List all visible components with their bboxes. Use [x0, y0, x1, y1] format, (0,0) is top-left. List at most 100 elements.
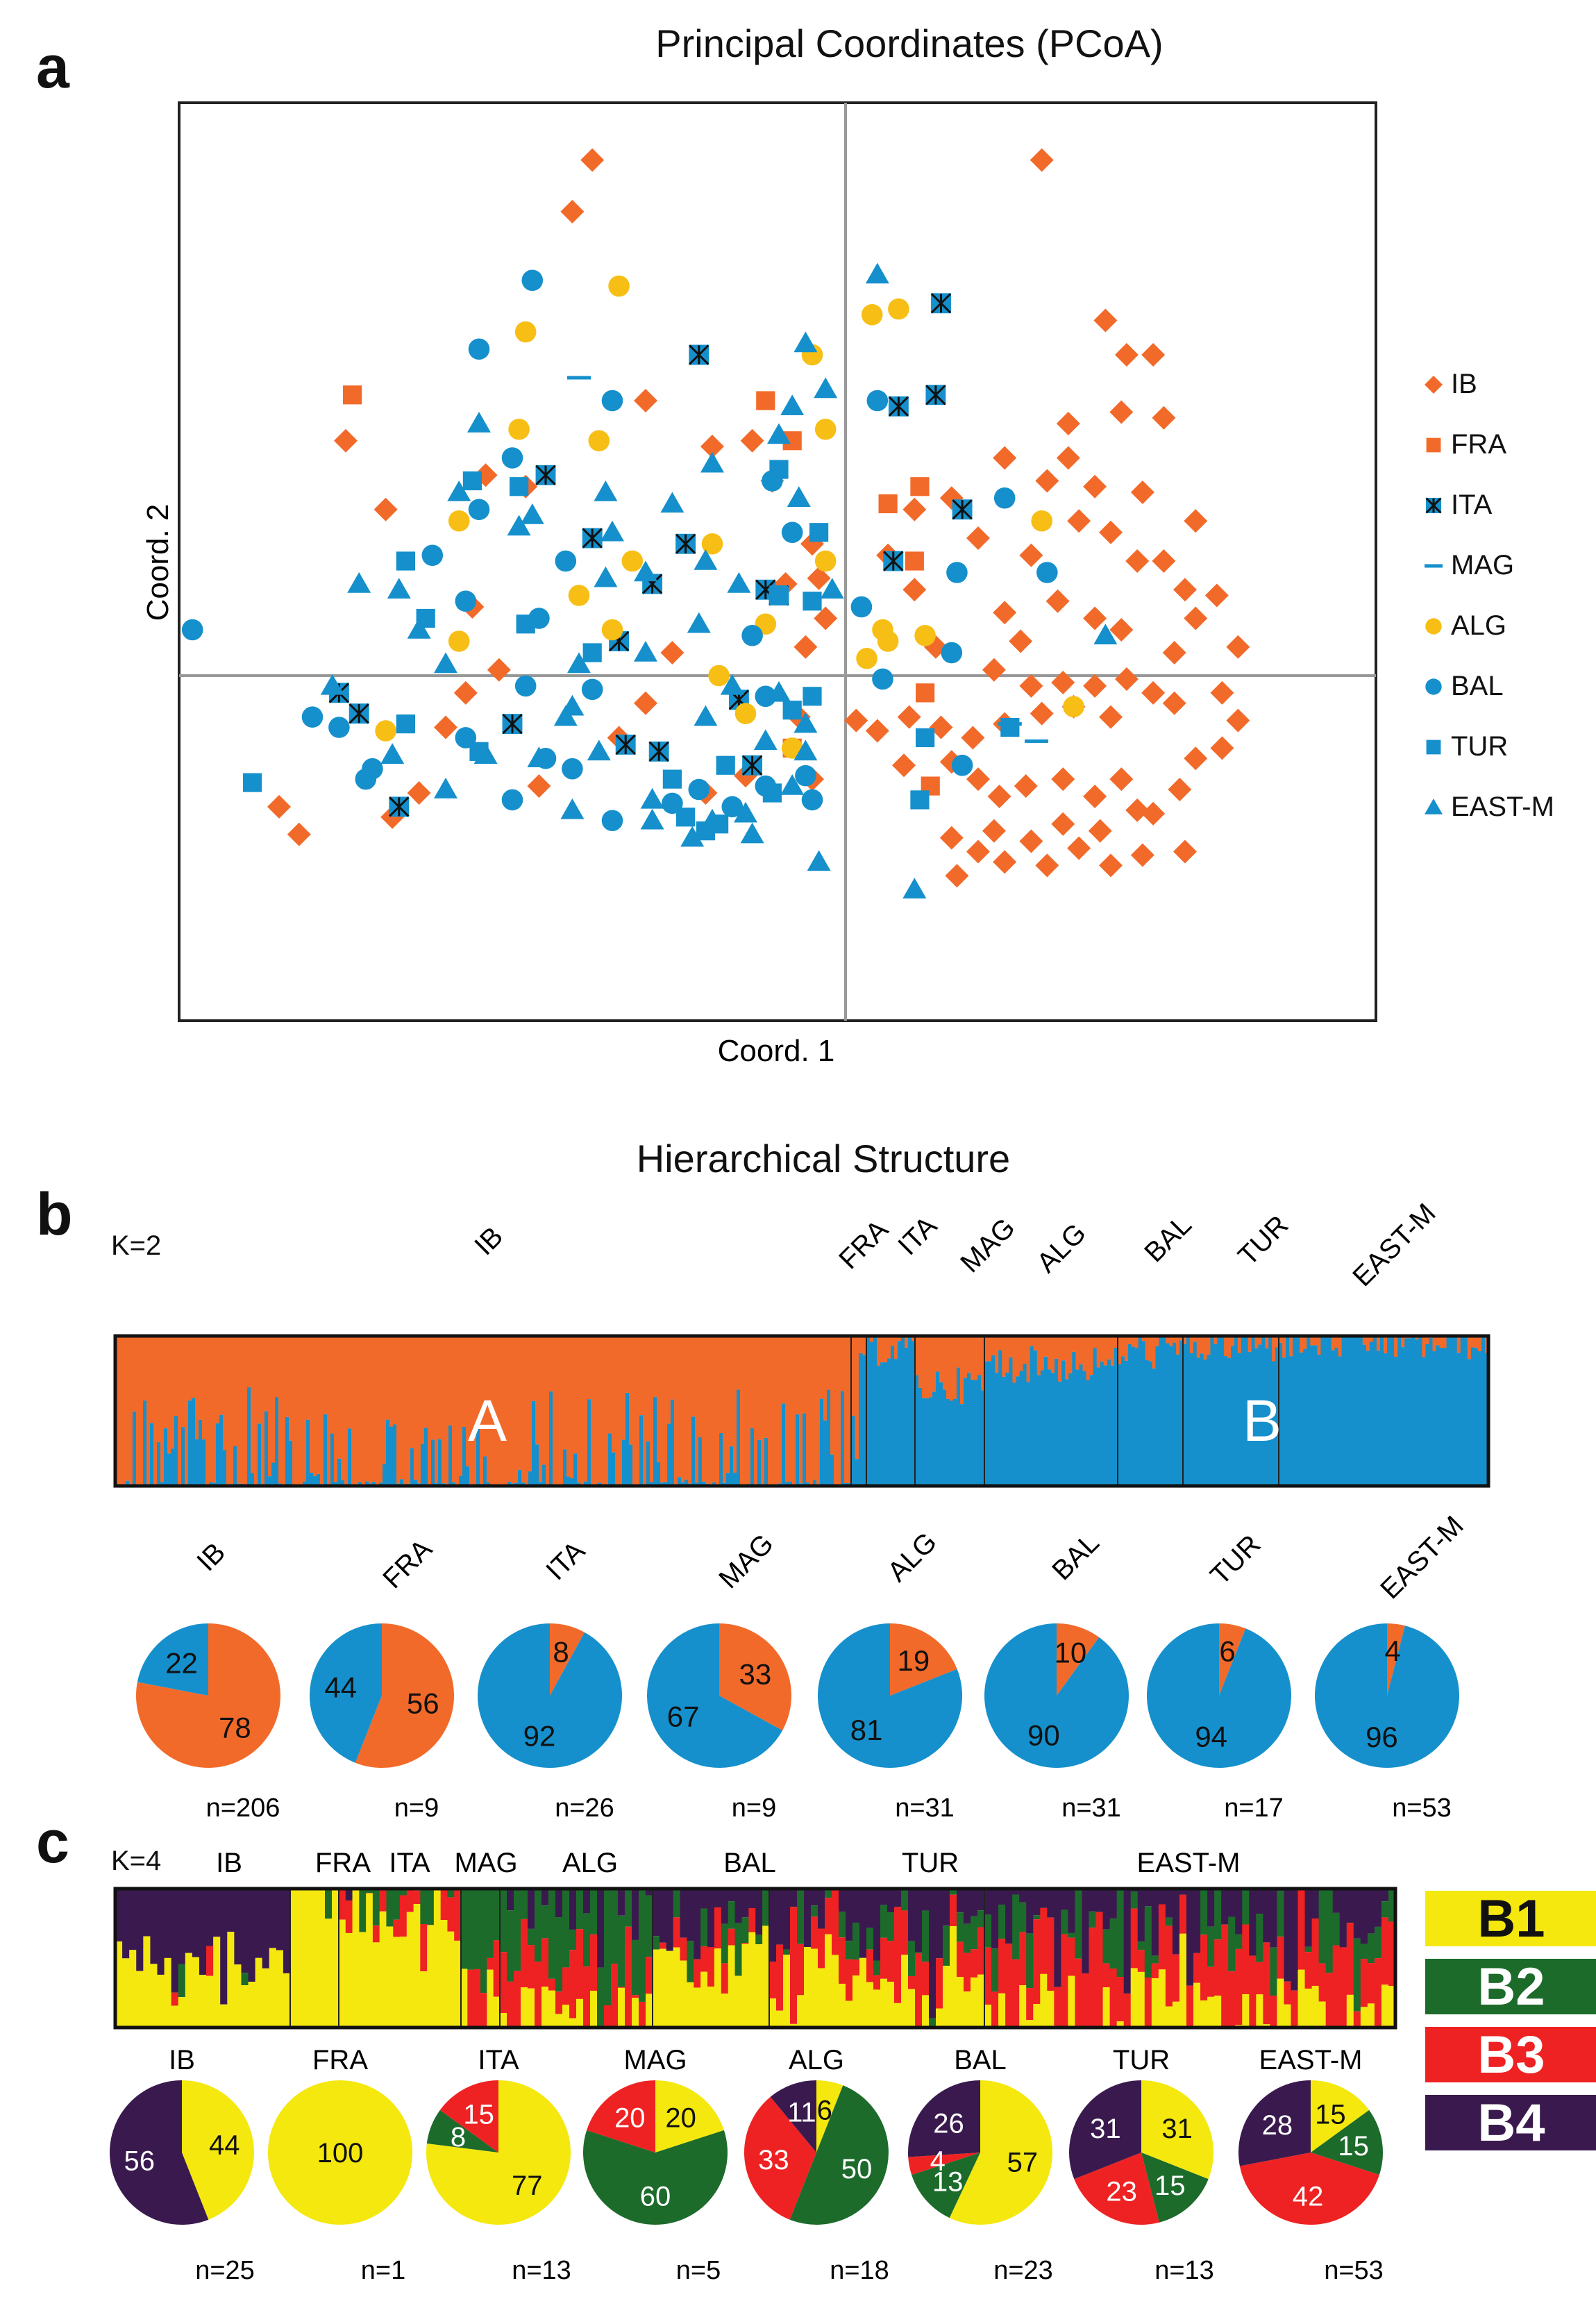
- k2-bar-segment-b: [1183, 1344, 1187, 1486]
- k4-pie-value: 57: [1007, 2148, 1039, 2178]
- k4-bar-segment-b4: [769, 1889, 777, 1962]
- k4-pie-value: 100: [317, 2138, 364, 2168]
- k4-bar-segment-b4: [1047, 1889, 1055, 1918]
- k4-bar-segment-b3: [1102, 1963, 1111, 1988]
- pcoa-point-east-m: [694, 705, 718, 726]
- k4-bar-segment-b4: [929, 1889, 936, 2019]
- k2-bar-segment-a: [1331, 1336, 1336, 1351]
- k2-bar-segment-b: [1124, 1360, 1129, 1486]
- k2-bar-segment-a: [974, 1336, 978, 1380]
- k2-bar-segment-a: [528, 1336, 532, 1472]
- pcoa-point-fra: [916, 683, 935, 703]
- pcoa-point-ib: [1141, 801, 1166, 826]
- k4-bar-segment-b2: [1277, 1891, 1285, 1937]
- k4-bar-segment-b3: [1291, 1990, 1299, 2028]
- k4-bar-segment-b4: [984, 1889, 992, 1915]
- k4-bar-segment-b2: [514, 1889, 521, 1971]
- k2-bar-segment-a: [887, 1336, 891, 1359]
- k4-bar-segment-b1: [694, 1987, 701, 2028]
- k2-bar-segment-b: [476, 1424, 480, 1486]
- pcoa-point-alg: [701, 533, 723, 555]
- k2-bar-segment-a: [1019, 1336, 1024, 1371]
- k2-bar-segment-b: [1005, 1372, 1009, 1486]
- k4-bar-segment-b4: [1284, 1889, 1292, 1982]
- k2-bar-segment-a: [362, 1336, 366, 1485]
- pcoa-point-ib: [740, 428, 764, 453]
- pcoa-point-ib: [1099, 520, 1123, 544]
- pcoa-point-ita: [741, 755, 763, 776]
- k2-bar-segment-a: [1436, 1336, 1440, 1346]
- k2-pie-sample-size: n=26: [555, 1794, 614, 1823]
- k2-bar-segment-a: [442, 1336, 446, 1484]
- k2-bar-segment-a: [936, 1336, 940, 1372]
- k2-bar-segment-a: [448, 1336, 453, 1426]
- k2-bar-segment-b: [873, 1336, 877, 1486]
- k2-bar-segment-a: [862, 1336, 867, 1355]
- k4-bar-segment-b3: [721, 1963, 729, 1994]
- k2-bar-segment-a: [1075, 1336, 1080, 1370]
- k2-bar-segment-b: [1317, 1355, 1321, 1486]
- k4-bar-segment-b1: [345, 1932, 353, 2028]
- pcoa-plot-frame: [178, 101, 1377, 1022]
- k4-bar-segment-b4: [115, 1889, 123, 1942]
- k4-bar-segment-b3: [748, 1907, 756, 1932]
- k2-bar-segment-a: [296, 1336, 300, 1486]
- k2-bar-segment-b: [1418, 1336, 1422, 1486]
- k2-bar-segment-b: [1372, 1336, 1377, 1486]
- k4-bar-segment-b4: [1179, 1889, 1187, 1895]
- k4-bar-segment-b2: [977, 1910, 985, 1928]
- k2-bar-segment-a: [1227, 1336, 1232, 1358]
- k2-bar-segment-b: [195, 1439, 199, 1486]
- k4-bar-segment-b1: [1360, 2007, 1368, 2028]
- k4-bar-segment-b2: [728, 1901, 736, 1929]
- k2-bar-segment-a: [261, 1336, 265, 1486]
- k2-bar-segment-b: [1387, 1336, 1391, 1486]
- k2-bar-segment-b: [268, 1476, 272, 1486]
- k2-bar-segment-b: [383, 1464, 387, 1486]
- k4-bar-segment-b2: [846, 1941, 853, 1959]
- pcoa-point-ib: [1067, 509, 1091, 533]
- structure-title: Hierarchical Structure: [636, 1137, 1011, 1180]
- k2-bar-segment-b: [823, 1420, 828, 1486]
- k2-bar-segment-b: [719, 1432, 723, 1486]
- pcoa-legend-item: FRA: [1422, 415, 1554, 475]
- k2-bar-segment-b: [1453, 1336, 1458, 1486]
- k4-bar-segment-b2: [783, 1949, 791, 1955]
- pcoa-point-bal: [328, 717, 350, 738]
- k2-bar-segment-b: [1391, 1336, 1395, 1486]
- pcoa-point-tur: [782, 701, 802, 720]
- k4-bar-segment-b2: [569, 1930, 577, 1950]
- pcoa-point-bal: [781, 521, 803, 544]
- k2-bar-segment-b: [1051, 1373, 1055, 1486]
- pcoa-point-ib: [1226, 635, 1250, 659]
- k2-pie-sample-size: n=53: [1392, 1794, 1452, 1823]
- k2-bar-segment-b: [199, 1419, 203, 1486]
- k2-bar-segment-b: [285, 1416, 289, 1486]
- k4-bar-segment-b4: [283, 1889, 291, 1973]
- k4-bar-segment-b2: [576, 1889, 584, 1930]
- k4-bar-segment-b4: [1381, 1889, 1389, 1902]
- pcoa-point-east-m: [560, 798, 585, 819]
- k4-bar-segment-b2: [1033, 1915, 1041, 1920]
- k2-bar-segment-b: [1166, 1343, 1170, 1486]
- k4-bar-segment-b2: [1151, 1955, 1159, 1964]
- k4-bar-segment-b1: [150, 1964, 158, 2028]
- k2-bar-segment-b: [702, 1481, 706, 1486]
- k4-bar-segment-b4: [1360, 1889, 1368, 1944]
- k2-bar-segment-b: [532, 1401, 536, 1486]
- k4-bar-segment-b1: [1311, 1985, 1320, 2028]
- k2-bar-segment-a: [1058, 1336, 1062, 1382]
- pcoa-point-ita: [689, 344, 709, 365]
- k2-bar-segment-b: [570, 1478, 574, 1486]
- k2-bar-segment-a: [466, 1336, 470, 1466]
- k4-bar-segment-b1: [220, 2004, 228, 2028]
- cluster-b-label: B: [1243, 1388, 1282, 1453]
- k4-bar-segment-b1: [413, 1904, 421, 2028]
- k2-bar-segment-b: [905, 1347, 909, 1486]
- pcoa-point-ib: [1152, 406, 1176, 430]
- k2-bar-segment-a: [733, 1336, 737, 1473]
- k4-bar-segment-b2: [500, 1889, 507, 1953]
- k2-bar-segment-a: [1422, 1336, 1426, 1357]
- k2-bar-segment-a: [1141, 1336, 1146, 1342]
- pcoa-point-fra: [878, 494, 898, 514]
